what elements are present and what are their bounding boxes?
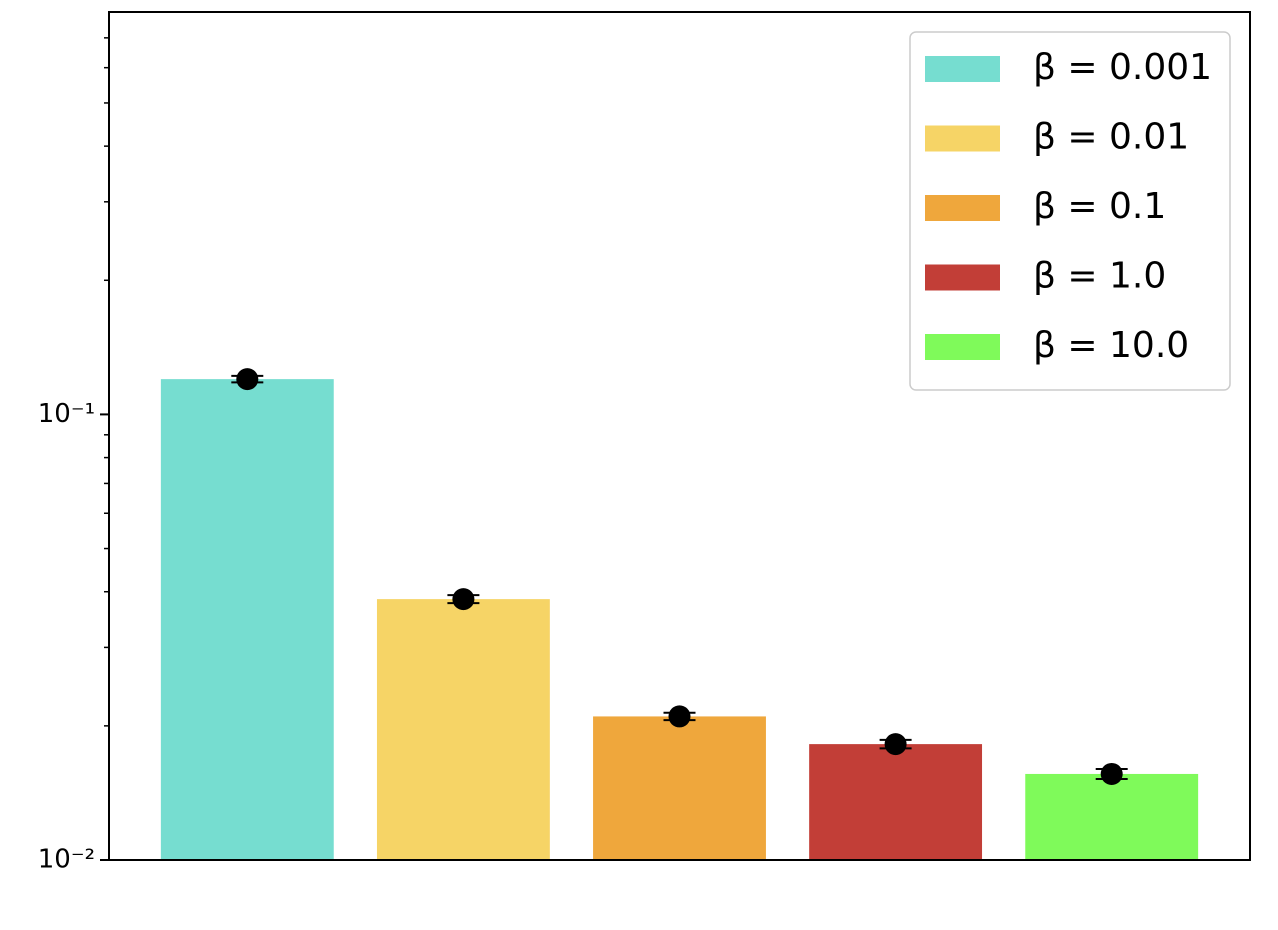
point — [884, 733, 907, 756]
legend-swatch — [925, 195, 1000, 221]
legend-swatch — [925, 334, 1000, 360]
bar — [809, 744, 983, 860]
bar — [160, 379, 334, 860]
legend-swatch — [925, 125, 1000, 152]
legend-label: β = 10.0 — [1033, 325, 1189, 366]
bar — [593, 716, 766, 860]
legend-label: β = 0.1 — [1033, 186, 1166, 227]
y-tick-label: 10⁻¹ — [38, 399, 95, 429]
legend-swatch — [925, 264, 1000, 291]
legend-box — [909, 31, 1231, 391]
legend-label: β = 0.01 — [1033, 117, 1189, 158]
bar — [1025, 773, 1199, 860]
point — [236, 368, 259, 391]
legend-label: β = 0.001 — [1033, 47, 1212, 88]
point — [668, 705, 691, 728]
legend-swatch — [925, 56, 1000, 82]
bar — [376, 599, 550, 860]
point — [452, 588, 475, 611]
y-tick-label: 10⁻² — [38, 845, 95, 875]
legend-label: β = 1.0 — [1033, 256, 1166, 297]
point — [1100, 762, 1123, 785]
plot-frame — [108, 11, 1251, 861]
